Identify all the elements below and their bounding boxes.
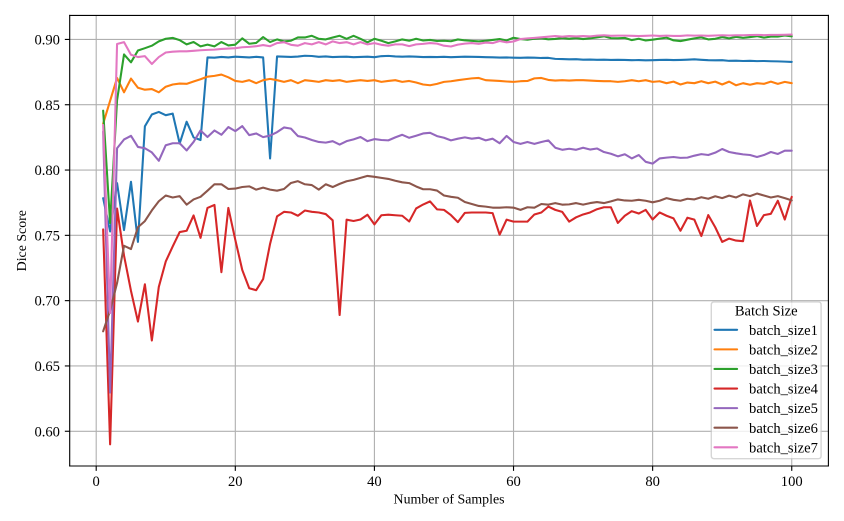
svg-text:0.60: 0.60 (34, 424, 60, 440)
svg-text:Batch Size: Batch Size (735, 303, 798, 319)
svg-text:100: 100 (781, 474, 803, 490)
svg-text:0.75: 0.75 (34, 228, 60, 244)
svg-text:batch_size3: batch_size3 (749, 362, 818, 378)
svg-text:0.65: 0.65 (34, 359, 60, 375)
svg-text:80: 80 (645, 474, 660, 490)
svg-text:40: 40 (367, 474, 382, 490)
svg-text:0.85: 0.85 (34, 98, 60, 114)
svg-text:batch_size1: batch_size1 (749, 323, 818, 339)
svg-text:0.90: 0.90 (34, 32, 60, 48)
svg-text:60: 60 (506, 474, 521, 490)
svg-text:Number of Samples: Number of Samples (394, 493, 505, 508)
svg-text:0.70: 0.70 (34, 294, 60, 310)
svg-text:batch_size5: batch_size5 (749, 401, 818, 417)
svg-text:batch_size4: batch_size4 (749, 382, 819, 398)
svg-text:20: 20 (228, 474, 243, 490)
svg-text:Dice Score: Dice Score (15, 210, 30, 271)
svg-text:batch_size6: batch_size6 (749, 421, 818, 437)
svg-text:0: 0 (93, 474, 100, 490)
svg-text:batch_size2: batch_size2 (749, 342, 818, 358)
svg-text:0.80: 0.80 (34, 163, 60, 179)
svg-text:batch_size7: batch_size7 (749, 440, 818, 456)
